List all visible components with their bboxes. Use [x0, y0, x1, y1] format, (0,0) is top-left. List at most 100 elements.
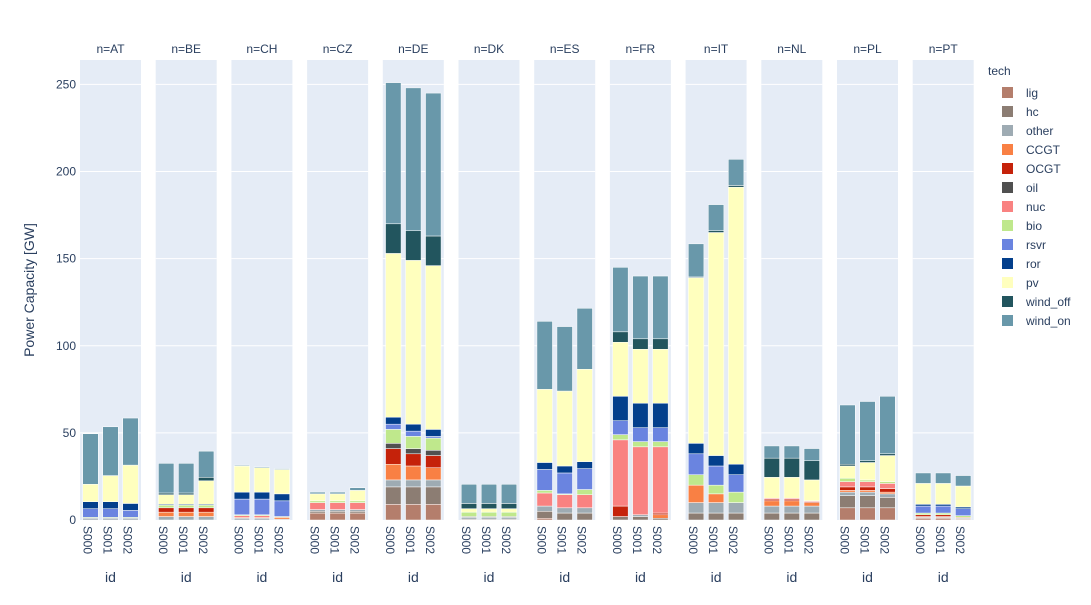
legend-swatch — [1002, 258, 1013, 269]
bar-DE-S001-hc — [405, 486, 422, 505]
bar-FR-S000-ror — [612, 396, 629, 421]
x-tick-label: S002 — [347, 526, 361, 554]
bar-IT-S002-ror — [728, 463, 745, 475]
bar-DE-S001-OCGT — [405, 453, 422, 467]
bar-BE-S001-bio — [178, 504, 195, 509]
bar-ES-S001-other — [556, 507, 573, 514]
legend-item-wind_on[interactable]: wind_on — [988, 311, 1088, 330]
legend-item-CCGT[interactable]: CCGT — [988, 140, 1088, 159]
bar-DK-S001-wind_on — [481, 484, 497, 504]
x-tick-label: S002 — [499, 526, 513, 554]
legend-label: lig — [1026, 85, 1039, 100]
bar-DE-S001-wind_on — [405, 87, 422, 232]
bar-CZ-S001-other — [329, 509, 346, 512]
bar-BE-S001-wind_on — [178, 463, 195, 494]
bar-NL-S002-wind_on — [803, 448, 820, 462]
legend-label: OCGT — [1026, 161, 1061, 176]
y-tick-label: 150 — [56, 252, 76, 266]
bar-NL-S000-wind_off — [763, 457, 780, 478]
bar-DK-S002-other — [501, 517, 517, 520]
bar-IT-S002-wind_off — [728, 185, 745, 188]
legend-item-nuc[interactable]: nuc — [988, 197, 1088, 216]
bar-DE-S001-other — [405, 479, 422, 488]
bar-NL-S001-other — [783, 505, 800, 514]
facet-title-BE: n=BE — [171, 42, 201, 56]
bar-ES-S000-wind_on — [536, 321, 553, 390]
legend-label: oil — [1026, 180, 1039, 195]
x-tick-label: S001 — [252, 526, 266, 554]
x-tick-label: S000 — [459, 526, 473, 554]
legend-label: bio — [1026, 218, 1043, 233]
bar-BE-S001-other — [178, 516, 195, 521]
x-tick-label: S002 — [877, 526, 891, 554]
bar-CH-S002-pv — [273, 469, 290, 495]
bar-PT-S001-pv — [935, 483, 952, 505]
bar-CZ-S000-lig — [309, 512, 326, 521]
bar-DK-S001-pv — [481, 508, 497, 513]
legend-label: other — [1026, 123, 1054, 138]
bar-AT-S000-rsvr — [82, 508, 99, 518]
legend-item-oil[interactable]: oil — [988, 178, 1088, 197]
legend-item-OCGT[interactable]: OCGT — [988, 159, 1088, 178]
bar-FR-S002-nuc — [652, 446, 669, 514]
legend-item-lig[interactable]: lig — [988, 83, 1088, 102]
bar-PL-S001-pv — [859, 462, 876, 481]
bar-DE-S000-hc — [385, 486, 402, 505]
bar-DE-S002-bio — [425, 437, 442, 451]
x-axis-label: id — [484, 569, 495, 585]
bar-FR-S002-hc — [652, 518, 669, 521]
legend-item-rsvr[interactable]: rsvr — [988, 235, 1088, 254]
bar-ES-S002-bio — [576, 489, 593, 495]
bar-NL-S001-pv — [783, 477, 800, 499]
bar-CZ-S001-wind_on — [329, 491, 346, 495]
x-axis-label: id — [786, 569, 797, 585]
bar-DK-S000-other — [461, 517, 477, 520]
legend-label: rsvr — [1026, 237, 1046, 252]
bar-ES-S002-pv — [576, 369, 593, 462]
x-tick-label: S001 — [706, 526, 720, 554]
bar-DK-S000-wind_on — [461, 484, 477, 504]
y-axis-label: Power Capacity [GW] — [21, 223, 37, 357]
bar-PT-S001-lig — [935, 518, 952, 521]
bar-PL-S000-CCGT — [839, 490, 856, 493]
bar-AT-S001-rsvr — [102, 508, 119, 518]
bar-IT-S000-CCGT — [688, 484, 705, 503]
bar-PL-S000-OCGT — [839, 486, 856, 491]
x-tick-label: S001 — [176, 526, 190, 554]
x-tick-label: S002 — [802, 526, 816, 554]
bar-PL-S002-nuc — [879, 483, 896, 489]
bar-BE-S002-other — [198, 516, 215, 521]
bar-ES-S001-wind_on — [556, 326, 573, 392]
bar-NL-S000-wind_on — [763, 445, 780, 459]
legend-item-ror[interactable]: ror — [988, 254, 1088, 273]
legend-item-wind_off[interactable]: wind_off — [988, 292, 1088, 311]
bar-DE-S001-CCGT — [405, 465, 422, 481]
bar-PL-S000-lig — [839, 507, 856, 521]
x-tick-label: S001 — [403, 526, 417, 554]
bar-CH-S000-nuc — [233, 515, 250, 518]
bar-NL-S002-CCGT — [803, 502, 820, 507]
bar-FR-S001-wind_off — [632, 338, 649, 350]
legend-item-other[interactable]: other — [988, 121, 1088, 140]
legend-item-hc[interactable]: hc — [988, 102, 1088, 121]
facet-title-NL: n=NL — [777, 42, 806, 56]
legend-item-pv[interactable]: pv — [988, 273, 1088, 292]
bar-DK-S002-wind_on — [501, 484, 517, 504]
x-tick-label: S000 — [762, 526, 776, 554]
bar-PT-S000-rsvr — [915, 505, 932, 514]
legend-title: tech — [988, 64, 1011, 78]
bar-DE-S002-OCGT — [425, 455, 442, 468]
x-tick-label: S002 — [272, 526, 286, 554]
legend-swatch — [1002, 87, 1013, 98]
bar-BE-S002-CCGT — [198, 511, 215, 517]
x-tick-label: S000 — [383, 526, 397, 554]
bar-BE-S002-bio — [198, 504, 215, 509]
bar-FR-S001-pv — [632, 348, 649, 404]
facet-title-DE: n=DE — [398, 42, 428, 56]
legend-item-bio[interactable]: bio — [988, 216, 1088, 235]
bar-ES-S001-nuc — [556, 494, 573, 509]
bar-CZ-S001-nuc — [329, 502, 346, 510]
bar-BE-S000-OCGT — [158, 507, 175, 513]
bar-NL-S002-hc — [803, 512, 820, 521]
bar-CZ-S002-hc — [349, 511, 366, 514]
